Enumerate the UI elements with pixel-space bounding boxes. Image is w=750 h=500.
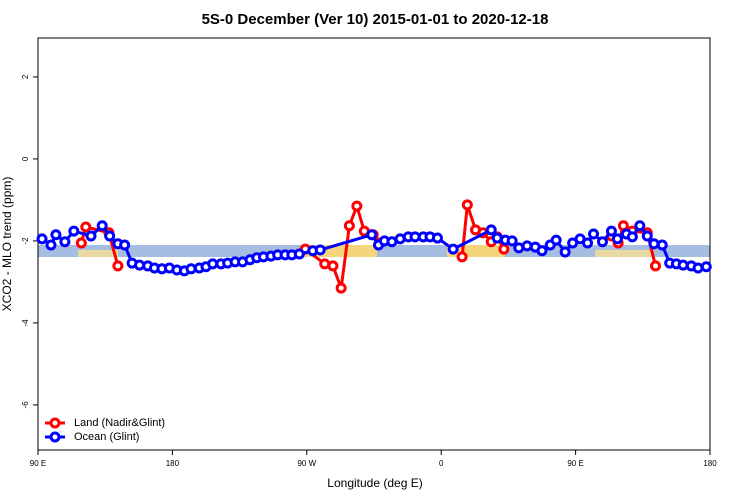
data-point [648, 238, 660, 250]
data-point [582, 237, 594, 249]
data-point [351, 200, 363, 212]
x-tick-label: 180 [166, 459, 180, 468]
data-point [327, 260, 339, 272]
data-point [366, 229, 378, 241]
legend-marker [49, 431, 61, 443]
data-point [692, 262, 704, 274]
y-tick-label: -4 [21, 319, 30, 327]
data-point [85, 230, 97, 242]
y-tick-label: 0 [21, 156, 30, 161]
data-point [59, 236, 71, 248]
data-point [119, 239, 131, 251]
data-point [596, 236, 608, 248]
data-point [80, 221, 92, 233]
data-point [626, 231, 638, 243]
data-point [104, 230, 116, 242]
data-point [498, 243, 510, 255]
data-point [50, 229, 62, 241]
legend-label: Land (Nadir&Glint) [74, 417, 165, 429]
data-point [536, 245, 548, 257]
data-point [700, 261, 712, 273]
land-band [595, 250, 653, 257]
y-tick-label: 2 [21, 74, 30, 79]
x-tick-label: 180 [703, 459, 717, 468]
legend: Land (Nadir&Glint) Ocean (Glint) [40, 412, 185, 448]
legend-marker [49, 417, 61, 429]
y-tick-label: -2 [21, 237, 30, 245]
legend-box [40, 412, 185, 448]
data-point [36, 233, 48, 245]
x-tick-label: 90 E [567, 459, 583, 468]
data-point [431, 232, 443, 244]
data-point [68, 225, 80, 237]
data-point [521, 240, 533, 252]
x-axis-label: Longitude (deg E) [327, 476, 422, 490]
data-point [96, 220, 108, 232]
data-point [506, 235, 518, 247]
data-point [112, 260, 124, 272]
data-point [550, 234, 562, 246]
legend-label: Ocean (Glint) [74, 431, 139, 443]
data-point [485, 224, 497, 236]
y-tick-label: -6 [21, 401, 30, 409]
data-point [649, 260, 661, 272]
x-tick-label: 90 E [30, 459, 46, 468]
x-tick-label: 90 W [297, 459, 316, 468]
data-point [611, 233, 623, 245]
x-tick-label: 0 [439, 459, 444, 468]
data-point [314, 244, 326, 256]
data-point [447, 243, 459, 255]
y-axis-label: XCO2 - MLO trend (ppm) [0, 177, 14, 312]
data-point [293, 248, 305, 260]
data-point [559, 246, 571, 258]
data-point [45, 239, 57, 251]
data-point [75, 237, 87, 249]
data-point [335, 282, 347, 294]
data-point [343, 220, 355, 232]
land-band [78, 250, 118, 257]
data-point [461, 199, 473, 211]
plot-frame [37, 37, 711, 451]
chart-title: 5S-0 December (Ver 10) 2015-01-01 to 202… [202, 11, 549, 28]
data-point [456, 251, 468, 263]
data-point [588, 228, 600, 240]
data-point [605, 225, 617, 237]
data-point [641, 230, 653, 242]
data-point [656, 239, 668, 251]
data-point [634, 220, 646, 232]
